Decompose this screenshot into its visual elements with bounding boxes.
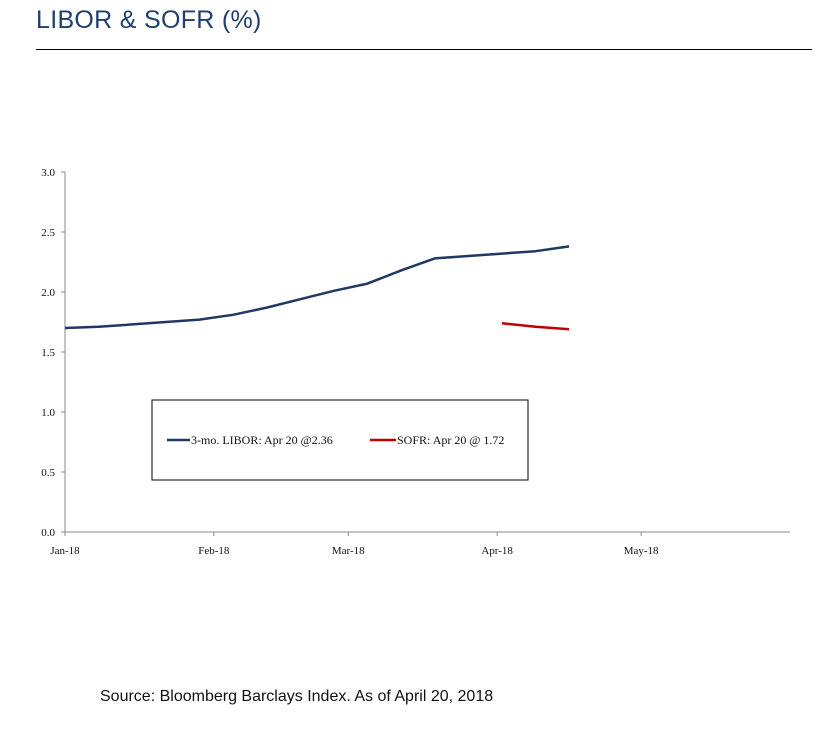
x-tick-label: Mar-18	[332, 545, 365, 557]
chart-series	[64, 245, 570, 331]
page-title: LIBOR & SOFR (%)	[36, 6, 262, 34]
legend-libor-label: 3-mo. LIBOR: Apr 20 @2.36	[191, 433, 333, 447]
y-tick-label: 2.0	[41, 287, 55, 299]
chart-legend: 3-mo. LIBOR: Apr 20 @2.36 SOFR: Apr 20 @ …	[151, 399, 529, 481]
sofr-series-line	[501, 321, 570, 331]
x-tick-label: Jan-18	[50, 545, 80, 557]
legend-box	[151, 399, 529, 481]
source-note: Source: Bloomberg Barclays Index. As of …	[100, 688, 494, 705]
title-divider	[36, 49, 812, 50]
libor-series-line	[64, 245, 570, 330]
legend-sofr-label: SOFR: Apr 20 @ 1.72	[397, 433, 504, 447]
chart-ticks: 0.0 0.5 1.0 1.5 2.0 2.5 3.0 Jan-18 Feb-18 Mar-18 A…	[41, 167, 659, 557]
y-tick-label: 3.0	[41, 167, 55, 179]
x-tick-label: May-18	[624, 545, 659, 557]
y-tick-label: 2.5	[41, 227, 55, 239]
y-tick-label: 1.5	[41, 347, 55, 359]
y-tick-label: 1.0	[41, 407, 55, 419]
x-tick-label: Apr-18	[481, 545, 513, 557]
y-tick-label: 0.0	[41, 527, 55, 539]
x-tick-label: Feb-18	[198, 545, 230, 557]
y-tick-label: 0.5	[41, 467, 55, 479]
